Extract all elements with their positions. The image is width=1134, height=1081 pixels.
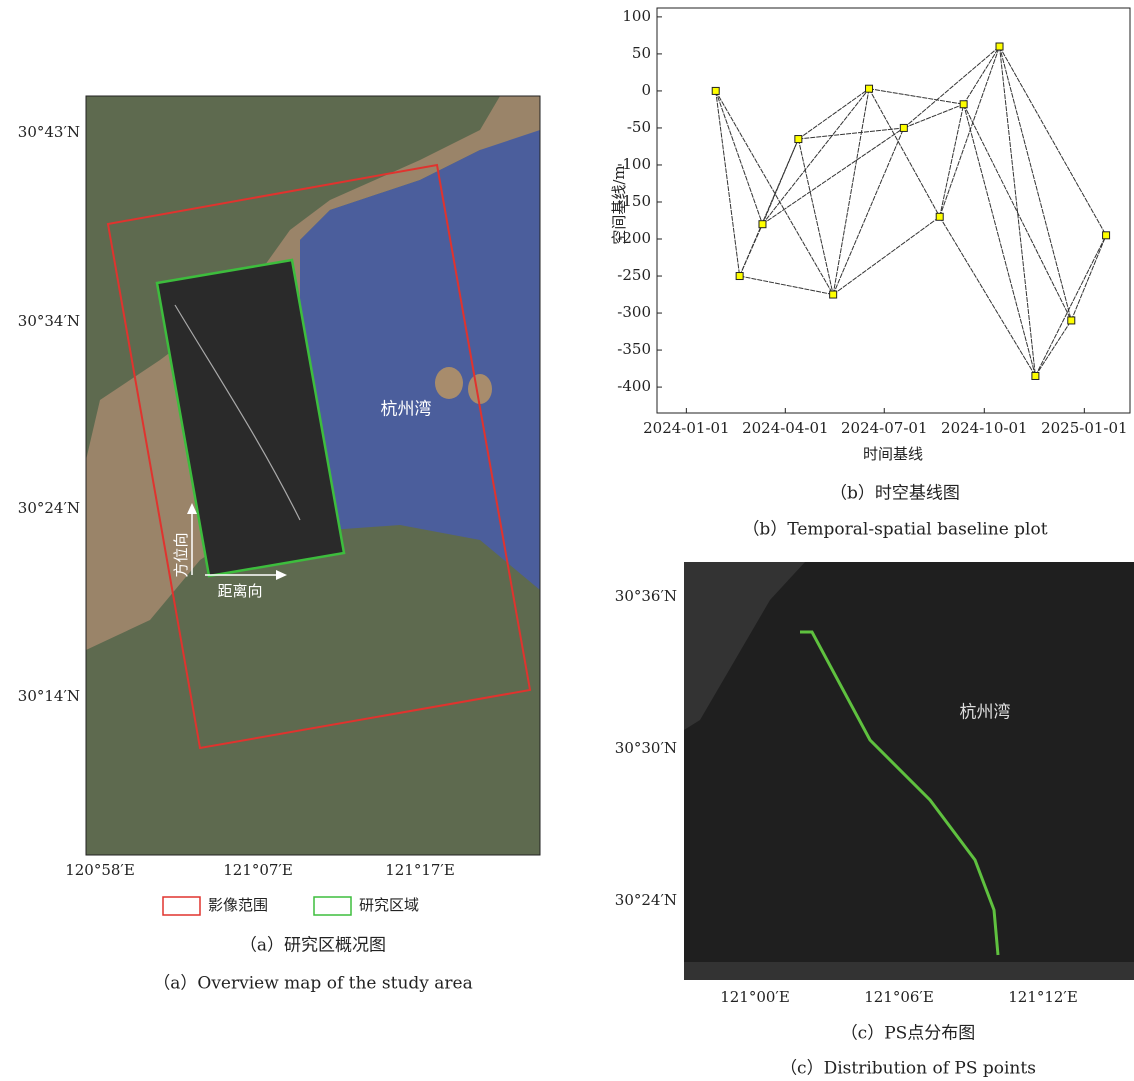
lon-label: 121°17′E: [385, 861, 455, 879]
legend-label: 影像范围: [208, 896, 268, 914]
baseline-edge: [716, 91, 740, 276]
plot-frame: [657, 8, 1130, 413]
x-tick-label: 2024-10-01: [941, 419, 1027, 437]
y-tick-label: -50: [627, 118, 651, 136]
baseline-edge: [716, 91, 833, 295]
acquisition-point: [1068, 317, 1075, 324]
y-tick-label: -400: [617, 377, 651, 395]
caption: （b）时空基线图: [830, 484, 960, 504]
caption: （c）PS点分布图: [841, 1024, 976, 1044]
acquisition-point: [936, 213, 943, 220]
legend-swatch: [163, 897, 200, 915]
baseline-edge: [798, 139, 833, 294]
x-tick-label: 2024-01-01: [643, 419, 729, 437]
caption: （c）Distribution of PS points: [780, 1059, 1036, 1079]
y-tick-label: 0: [641, 81, 651, 99]
legend-label: 研究区域: [359, 896, 419, 914]
caption: （a）Overview map of the study area: [153, 974, 473, 994]
azimuth-label: 方位向: [172, 532, 190, 577]
lat-label: 30°24′N: [615, 891, 677, 909]
y-tick-label: 100: [622, 7, 651, 25]
baseline-edge: [1000, 47, 1107, 236]
baseline-edge: [1035, 320, 1071, 376]
legend-swatch: [314, 897, 351, 915]
lon-label: 121°00′E: [720, 988, 790, 1006]
figure: 方位向 距离向 杭州湾 30°43′N 30°34′N 30°24′N 30°1…: [0, 0, 1134, 1081]
shoal: [435, 367, 463, 399]
acquisition-point: [1032, 372, 1039, 379]
y-tick-label: -100: [617, 155, 651, 173]
place-label: 杭州湾: [381, 400, 432, 420]
baseline-edge: [869, 89, 964, 105]
acquisition-point: [759, 221, 766, 228]
baseline-edge: [762, 89, 869, 224]
y-tick-label: 50: [632, 44, 651, 62]
place-label: 杭州湾: [960, 703, 1011, 723]
acquisition-point: [900, 124, 907, 131]
baseline-plot: 空间基线/m 时间基线 （b）时空基线图 （b）Temporal-spatial…: [610, 165, 1048, 539]
map-a: 方位向 距离向 杭州湾 30°43′N 30°34′N 30°24′N 30°1…: [18, 96, 540, 994]
shoal: [468, 374, 492, 404]
lon-label: 121°06′E: [864, 988, 934, 1006]
lat-label: 30°14′N: [18, 687, 80, 705]
lat-label: 30°43′N: [18, 123, 80, 141]
x-tick-label: 2025-01-01: [1041, 419, 1127, 437]
caption: （b）Temporal-spatial baseline plot: [742, 520, 1047, 540]
acquisition-point: [712, 87, 719, 94]
baseline-edge: [904, 47, 1000, 128]
caption: （a）研究区概况图: [240, 936, 386, 956]
lon-label: 121°07′E: [223, 861, 293, 879]
lon-label: 121°12′E: [1008, 988, 1078, 1006]
acquisition-point: [1103, 232, 1110, 239]
baseline-edge: [740, 276, 834, 295]
y-tick-label: -300: [617, 303, 651, 321]
acquisition-point: [830, 291, 837, 298]
baseline-edge: [904, 104, 964, 128]
acquisition-point: [736, 273, 743, 280]
acquisition-point: [996, 43, 1003, 50]
lat-label: 30°36′N: [615, 587, 677, 605]
lat-label: 30°24′N: [18, 499, 80, 517]
acquisition-point: [960, 101, 967, 108]
y-tick-label: -150: [617, 192, 651, 210]
baseline-edge: [716, 91, 763, 224]
baseline-edge: [798, 128, 903, 139]
lat-label: 30°30′N: [615, 739, 677, 757]
baseline-edge: [1000, 47, 1036, 376]
baseline-edge: [833, 128, 904, 295]
map-c: 杭州湾 30°36′N 30°30′N 30°24′N 121°00′E 121…: [615, 562, 1134, 1079]
x-tick-label: 2024-07-01: [841, 419, 927, 437]
baseline-edge: [964, 47, 1000, 105]
acquisition-point: [866, 85, 873, 92]
baseline-edge: [964, 104, 1036, 376]
y-tick-label: -200: [617, 229, 651, 247]
baseline-edge: [1035, 235, 1106, 376]
x-axis-label: 时间基线: [863, 445, 923, 463]
y-tick-label: -250: [617, 266, 651, 284]
baseline-edge: [940, 104, 964, 217]
land: [684, 962, 1134, 980]
y-tick-label: -350: [617, 340, 651, 358]
baseline-edge: [833, 89, 869, 295]
range-label: 距离向: [217, 582, 262, 600]
baseline-edge: [1071, 235, 1106, 320]
lon-label: 120°58′E: [65, 861, 135, 879]
baseline-edge: [798, 89, 869, 139]
baseline-edge: [869, 89, 940, 217]
x-tick-label: 2024-04-01: [742, 419, 828, 437]
lat-label: 30°34′N: [18, 312, 80, 330]
baseline-edge: [762, 128, 903, 224]
acquisition-point: [795, 136, 802, 143]
